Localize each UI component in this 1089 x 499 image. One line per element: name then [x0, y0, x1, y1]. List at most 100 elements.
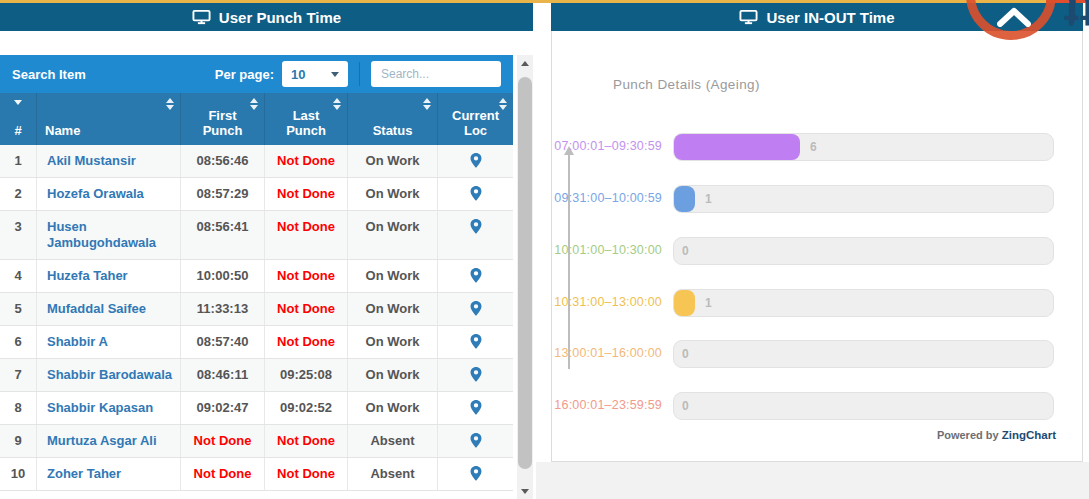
current-loc-cell[interactable] — [437, 425, 513, 457]
chart-bar[interactable] — [674, 290, 695, 316]
last-punch-value-text: Not Done — [277, 153, 335, 169]
column-header-num[interactable]: # — [0, 93, 36, 145]
current-loc-cell[interactable] — [437, 260, 513, 292]
status-value: On Work — [347, 178, 437, 210]
column-header-name[interactable]: Name — [36, 93, 180, 145]
column-header-loc[interactable]: Current Loc — [437, 93, 513, 145]
toolbar-divider — [359, 62, 360, 86]
current-loc-cell[interactable] — [437, 359, 513, 391]
column-header-first[interactable]: First Punch — [180, 93, 264, 145]
sort-icon — [423, 98, 432, 110]
chart-title: Punch Details (Ageing) — [613, 77, 760, 92]
row-number-text: 10 — [11, 466, 25, 482]
first-punch-value: 08:57:29 — [180, 178, 264, 210]
column-header-last[interactable]: Last Punch — [264, 93, 347, 145]
location-pin-icon[interactable] — [470, 433, 482, 448]
current-loc-cell[interactable] — [437, 211, 513, 259]
chart-row: 09:31:00–10:00:591 — [552, 185, 1084, 213]
current-loc-cell[interactable] — [437, 392, 513, 424]
row-number-text: 2 — [14, 186, 21, 202]
chart-bar[interactable] — [674, 186, 695, 212]
row-number: 2 — [0, 178, 36, 210]
top-accent-strip-red — [1046, 0, 1089, 3]
user-name-link[interactable]: Shabbir Barodawala — [36, 359, 180, 391]
user-name-link-text: Zoher Taher — [47, 466, 121, 482]
scrollbar-thumb[interactable] — [518, 77, 532, 469]
location-pin-icon[interactable] — [470, 186, 482, 201]
first-punch-value: 08:56:41 — [180, 211, 264, 259]
last-punch-value: Not Done — [264, 145, 347, 177]
status-value: On Work — [347, 260, 437, 292]
table-row: 3 Husen Jambugohdawala08:56:41 Not Done On … — [0, 211, 513, 260]
current-loc-cell[interactable] — [437, 293, 513, 325]
user-name-link[interactable]: Hozefa Orawala — [36, 178, 180, 210]
per-page-select[interactable]: 10 — [282, 61, 348, 87]
scrollbar-down-arrow[interactable] — [517, 483, 533, 499]
table-body: 1Akil Mustansir08:56:46Not DoneOn Work2H… — [0, 145, 513, 491]
user-name-link-text: Murtuza Asgar Ali — [47, 433, 157, 449]
chart-category-label: 10:31:00–13:00:00 — [552, 295, 662, 309]
first-punch-value-text: 10:00:50 — [196, 268, 248, 284]
last-punch-value: 09:25:08 — [264, 359, 347, 391]
location-pin-icon[interactable] — [470, 219, 482, 234]
location-pin-icon[interactable] — [470, 334, 482, 349]
user-name-link[interactable]: Mufaddal Saifee — [36, 293, 180, 325]
chart-bar-track: 1 — [673, 185, 1054, 213]
table-toolbar: Search Item Per page: 10 — [0, 55, 513, 93]
chart-category-label: 07:00:01–09:30:59 — [552, 139, 662, 153]
last-punch-value-text: Not Done — [277, 186, 335, 202]
powered-by-brand: ZingChart — [1002, 429, 1056, 441]
status-value: On Work — [347, 359, 437, 391]
user-name-link[interactable]: Husen Jambugohdawala — [36, 211, 180, 259]
current-loc-cell[interactable] — [437, 178, 513, 210]
first-punch-value-text: 08:57:40 — [196, 334, 248, 350]
row-number: 8 — [0, 392, 36, 424]
search-input[interactable] — [371, 61, 501, 87]
status-value: On Work — [347, 293, 437, 325]
location-pin-icon[interactable] — [470, 301, 482, 316]
left-panel-header: User Punch Time — [0, 3, 533, 31]
row-number: 4 — [0, 260, 36, 292]
current-loc-cell[interactable] — [437, 145, 513, 177]
left-panel-title: User Punch Time — [219, 9, 341, 26]
table-scrollbar[interactable] — [517, 55, 533, 499]
sort-icon — [250, 98, 259, 110]
status-value: On Work — [347, 211, 437, 259]
table-row: 5Mufaddal Saifee 11:33:13 Not Done On Work — [0, 293, 513, 326]
user-name-link[interactable]: Akil Mustansir — [36, 145, 180, 177]
current-loc-cell[interactable] — [437, 326, 513, 358]
last-punch-value: Not Done — [264, 293, 347, 325]
location-pin-icon[interactable] — [470, 153, 482, 168]
user-name-link[interactable]: Zoher Taher — [36, 458, 180, 490]
status-value-text: On Work — [366, 301, 420, 317]
sort-icon — [333, 98, 342, 110]
row-number: 5 — [0, 293, 36, 325]
table-row: 4Huzefa Taher 10:00:50 Not Done On Work — [0, 260, 513, 293]
last-punch-value-text: Not Done — [277, 268, 335, 284]
scrollbar-up-arrow[interactable] — [517, 55, 533, 71]
user-name-link[interactable]: Huzefa Taher — [36, 260, 180, 292]
status-value-text: Absent — [370, 466, 414, 482]
user-name-link[interactable]: Murtuza Asgar Ali — [36, 425, 180, 457]
user-name-link[interactable]: Shabbir A — [36, 326, 180, 358]
row-number-text: 3 — [14, 219, 21, 235]
status-value-text: On Work — [366, 219, 420, 235]
last-punch-value-text: Not Done — [277, 433, 335, 449]
user-name-link-text: Shabbir Kapasan — [47, 400, 153, 416]
first-punch-value-text: 11:33:13 — [197, 301, 248, 317]
last-punch-value-text: Not Done — [277, 219, 335, 235]
first-punch-value: Not Done — [180, 458, 264, 490]
column-header-status[interactable]: Status — [347, 93, 437, 145]
status-value-text: On Work — [366, 367, 420, 383]
location-pin-icon[interactable] — [470, 400, 482, 415]
location-pin-icon[interactable] — [470, 466, 482, 481]
user-name-link[interactable]: Shabbir Kapasan — [36, 392, 180, 424]
table-row: 6Shabbir A08:57:40Not DoneOn Work — [0, 326, 513, 359]
monitor-icon — [739, 9, 758, 25]
current-loc-cell[interactable] — [437, 458, 513, 490]
per-page-value: 10 — [291, 67, 305, 82]
chart-bar[interactable] — [674, 134, 800, 160]
location-pin-icon[interactable] — [470, 268, 482, 283]
location-pin-icon[interactable] — [470, 367, 482, 382]
table-header-row: #NameFirst PunchLast PunchStatusCurrent … — [0, 93, 513, 145]
